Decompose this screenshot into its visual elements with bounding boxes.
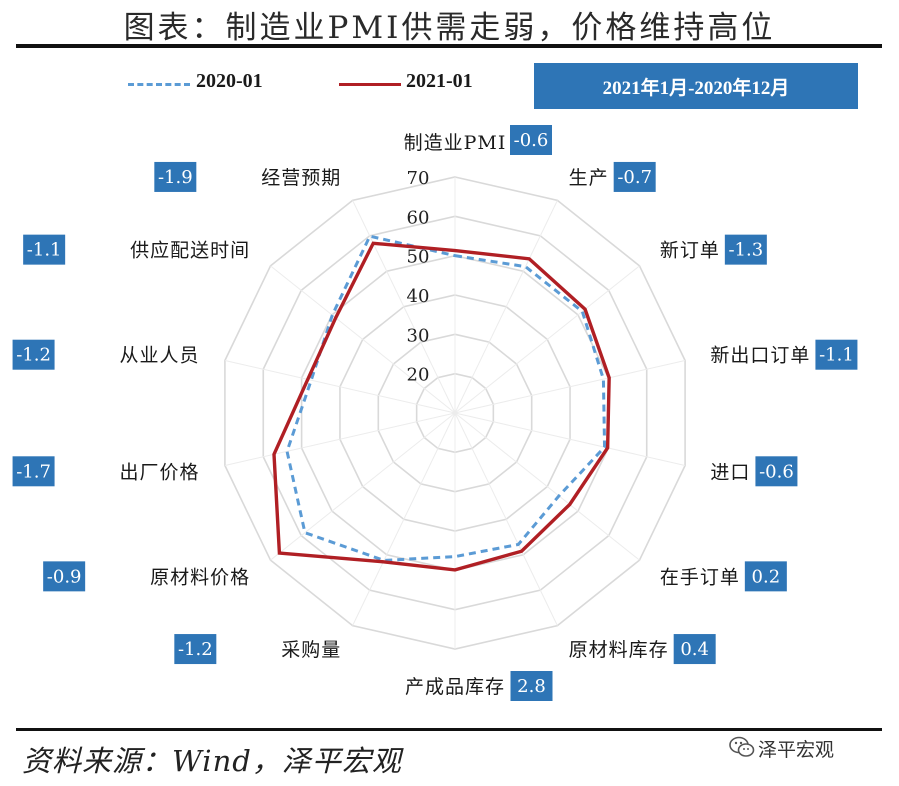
legend-swatch-2021 [339, 83, 401, 86]
axis-label: 出厂价格 [120, 461, 200, 483]
radial-tick-label: 20 [407, 365, 430, 386]
legend-label-2021: 2021-01 [406, 70, 473, 92]
watermark: 泽平宏观 [758, 739, 835, 761]
diff-value: -1.7 [16, 461, 51, 482]
diff-box [43, 561, 86, 592]
footer-divider [16, 728, 882, 731]
axis-label: 采购量 [281, 639, 341, 661]
radar-spoke [224, 412, 456, 467]
radar-spoke [270, 412, 456, 561]
diff-box [815, 339, 858, 370]
diff-value: -1.2 [16, 345, 51, 366]
legend-label-2020: 2020-01 [196, 70, 263, 92]
diff-box [744, 561, 787, 592]
axis-label: 经营预期 [261, 167, 341, 189]
legend: 2020-01 2021-01 [0, 70, 899, 98]
diff-value: -1.2 [178, 639, 213, 660]
radar-spoke [454, 412, 686, 467]
diff-value: -1.1 [819, 345, 854, 366]
axis-label: 原材料库存 [569, 639, 669, 661]
axis-label: 产成品库存 [405, 676, 505, 698]
axis-label: 供应配送时间 [130, 240, 250, 262]
source-note: 资料来源：Wind，泽平宏观 [22, 744, 402, 778]
axis-label: 原材料价格 [150, 566, 250, 588]
radial-tick-label: 40 [407, 286, 430, 307]
radial-tick-label: 70 [407, 168, 430, 189]
radar-spoke [454, 265, 640, 414]
radial-tick-label: 50 [407, 247, 430, 268]
radar-spoke [454, 412, 640, 561]
radar-spoke [352, 200, 456, 414]
axis-label: 新订单 [660, 240, 720, 262]
diff-box [174, 634, 217, 665]
series-line-2021-01 [272, 241, 611, 572]
diff-box [154, 161, 197, 192]
diff-value: -0.6 [759, 461, 794, 482]
diff-box [673, 634, 716, 665]
wechat-icon [729, 736, 755, 757]
diff-box [510, 125, 552, 155]
diff-value: -1.3 [728, 240, 763, 261]
diff-box [12, 456, 55, 487]
axis-label: 在手订单 [660, 566, 740, 588]
diff-value: -0.6 [514, 130, 549, 151]
axis-label: 新出口订单 [710, 345, 810, 367]
radar-spoke [454, 359, 686, 414]
legend-swatch-2020 [128, 83, 190, 86]
title-divider [16, 44, 882, 48]
axis-label: 从业人员 [120, 345, 200, 367]
radar-spoke [454, 412, 558, 626]
diff-box [724, 234, 767, 265]
chart-title: 图表：制造业PMI供需走弱，价格维持高位 [123, 10, 776, 46]
diff-box [613, 161, 656, 192]
diff-value: 2.8 [517, 676, 546, 697]
radar-spoke [270, 265, 456, 414]
diff-value: -0.7 [617, 167, 652, 188]
radar-spoke [224, 359, 456, 414]
diff-box [23, 234, 66, 265]
diff-box [12, 339, 55, 370]
diff-value: 0.2 [752, 566, 781, 587]
diff-value: -1.9 [158, 167, 193, 188]
diff-value: -1.1 [27, 240, 62, 261]
diff-box [755, 456, 798, 487]
diff-box [510, 671, 553, 701]
axis-label: 制造业PMI [404, 132, 507, 154]
period-label-box: 2021年1月-2020年12月 [534, 63, 858, 109]
radar-spoke [454, 200, 558, 414]
diff-value: -0.9 [47, 566, 82, 587]
radar-spoke [352, 412, 456, 626]
axis-label: 生产 [569, 167, 609, 189]
radial-tick-label: 60 [407, 207, 430, 228]
diff-value: 0.4 [680, 639, 709, 660]
radial-tick-label: 30 [407, 325, 430, 346]
axis-label: 进口 [710, 461, 750, 483]
